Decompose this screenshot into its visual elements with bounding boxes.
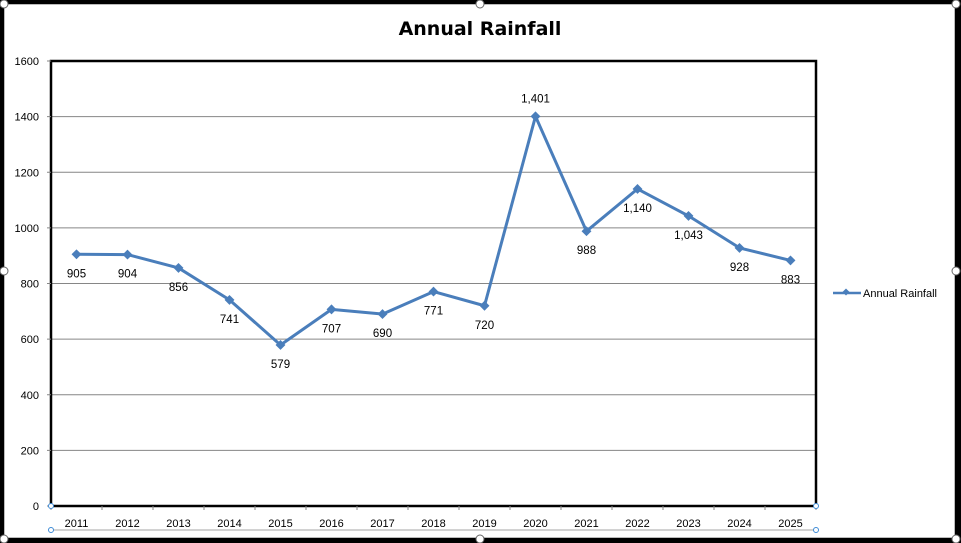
x-tick-label: 2017	[370, 518, 394, 530]
legend-label: Annual Rainfall	[863, 288, 937, 300]
data-label: 1,043	[674, 230, 703, 242]
x-tick-label: 2019	[472, 518, 496, 530]
x-tick-label: 2025	[778, 518, 802, 530]
y-tick-label: 1600	[15, 56, 39, 68]
y-axis: 0 200 400 600 800 1000 1200 1400 1600	[15, 56, 51, 513]
x-tick-label: 2021	[574, 518, 598, 530]
chart-resize-handle[interactable]	[951, 266, 961, 276]
data-label: 905	[67, 268, 86, 280]
data-label: 988	[577, 245, 596, 257]
legend-diamond-marker	[842, 288, 850, 296]
data-point-marker[interactable]	[71, 249, 82, 260]
chart-area[interactable]	[4, 4, 955, 538]
chart-title: Annual Rainfall	[399, 18, 562, 40]
y-tick-label: 800	[21, 279, 39, 291]
y-tick-label: 0	[33, 501, 39, 513]
y-tick-label: 200	[21, 445, 39, 457]
x-axis: 2011 2012 2013 2014 2015 2016 2017 2018 2019 2020…	[50, 506, 817, 531]
chart-resize-handle[interactable]	[0, 266, 9, 276]
axis-selection-handle[interactable]	[813, 503, 819, 509]
gridlines	[51, 116, 816, 451]
chart-resize-handle[interactable]	[0, 0, 9, 9]
data-label: 1,401	[521, 93, 550, 105]
data-label: 771	[424, 306, 443, 318]
x-tick-label: 2023	[676, 518, 700, 530]
chart-resize-handle[interactable]	[475, 534, 485, 543]
data-point-marker[interactable]	[632, 183, 643, 194]
data-label: 579	[271, 359, 290, 371]
data-point-marker[interactable]	[377, 309, 388, 320]
data-label: 1,140	[623, 203, 652, 215]
axis-selection-handle[interactable]	[48, 503, 54, 509]
y-tick-label: 1000	[15, 223, 39, 235]
data-point-marker[interactable]	[530, 111, 541, 122]
x-tick-label: 2011	[65, 518, 89, 530]
y-tick-label: 600	[21, 334, 39, 346]
data-label: 690	[373, 328, 392, 340]
data-label: 883	[781, 274, 800, 286]
x-tick-label: 2022	[625, 518, 649, 530]
legend[interactable]: Annual Rainfall	[833, 288, 937, 300]
y-tick-label: 400	[21, 390, 39, 402]
data-point-marker[interactable]	[581, 226, 592, 237]
data-label: 741	[220, 314, 239, 326]
data-point-marker[interactable]	[224, 294, 235, 305]
chart-resize-handle[interactable]	[951, 0, 961, 9]
series-annual-rainfall[interactable]	[71, 111, 796, 350]
x-tick-label: 2012	[115, 518, 139, 530]
x-tick-label: 2024	[727, 518, 751, 530]
y-tick-label: 1200	[15, 167, 39, 179]
chart-resize-handle[interactable]	[951, 534, 961, 543]
data-point-marker[interactable]	[326, 304, 337, 315]
data-point-marker[interactable]	[734, 242, 745, 253]
data-label: 707	[322, 323, 341, 335]
data-label: 928	[730, 262, 749, 274]
data-point-marker[interactable]	[683, 210, 694, 221]
data-label: 720	[475, 320, 494, 332]
chart-resize-handle[interactable]	[475, 0, 485, 9]
x-tick-label: 2013	[166, 518, 190, 530]
x-tick-label: 2014	[217, 518, 241, 530]
data-labels: 905 904 856 741 579 707 690 771 720 1,401 988 1,140…	[67, 93, 800, 371]
data-point-marker[interactable]	[122, 249, 133, 260]
y-tick-label: 1400	[15, 112, 39, 124]
data-label: 904	[118, 269, 138, 281]
data-point-marker[interactable]	[428, 286, 439, 297]
x-tick-label: 2016	[319, 518, 343, 530]
data-label: 856	[169, 282, 188, 294]
x-tick-label: 2015	[268, 518, 292, 530]
x-tick-label: 2020	[523, 518, 547, 530]
data-point-marker[interactable]	[479, 300, 490, 311]
axis-selection-handle[interactable]	[813, 527, 819, 533]
x-tick-label: 2018	[421, 518, 445, 530]
chart-resize-handle[interactable]	[0, 534, 9, 543]
data-point-marker[interactable]	[275, 340, 286, 350]
data-point-marker[interactable]	[173, 262, 184, 273]
data-point-marker[interactable]	[785, 255, 796, 266]
axis-selection-handle[interactable]	[48, 527, 54, 533]
